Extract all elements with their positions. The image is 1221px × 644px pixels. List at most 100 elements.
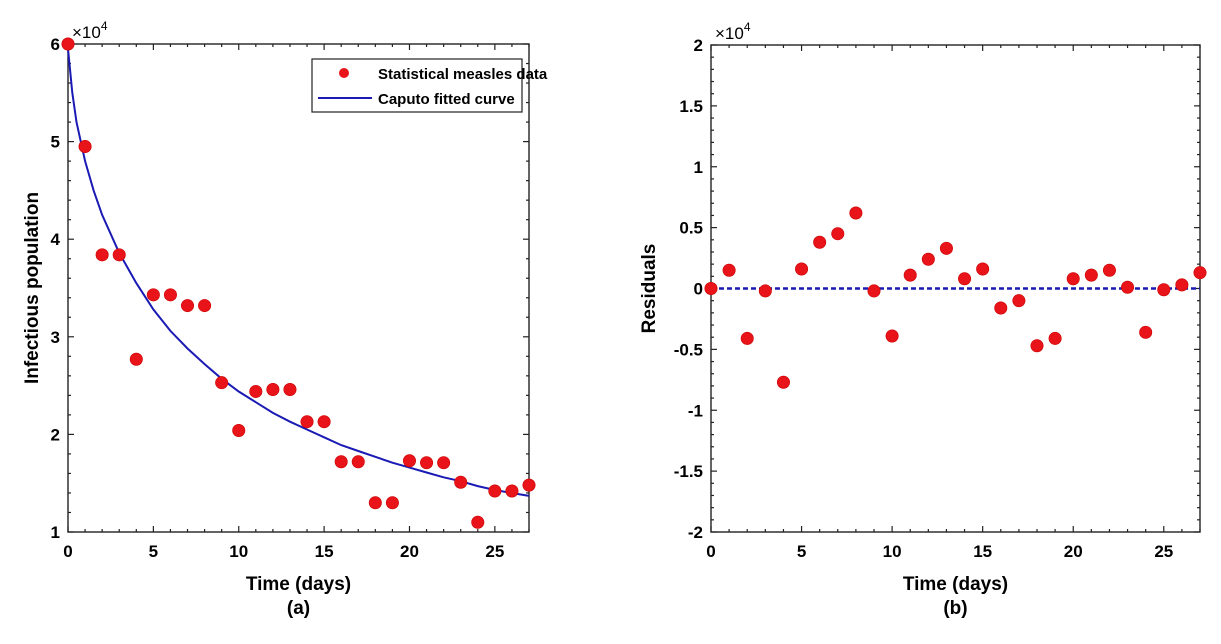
data-point — [420, 456, 434, 470]
data-point — [334, 455, 348, 469]
y-tick-label: 1.5 — [679, 97, 703, 116]
y-tick-label: 5 — [51, 133, 60, 152]
data-point — [885, 329, 899, 343]
data-point — [488, 484, 502, 498]
data-point — [704, 281, 718, 295]
data-point — [740, 331, 754, 345]
panel-b-residuals: 0 5 10 15 20 25 -2 -1.5 -1 -0.5 0 0.5 1 1.5 2 ×104 Ti… — [639, 20, 1207, 619]
data-point — [283, 383, 297, 397]
y-tick-label: 1 — [694, 158, 703, 177]
panel-a-y-axis-title: Infectious population — [22, 192, 43, 384]
data-point — [958, 272, 972, 286]
legend-label-curve: Caputo fitted curve — [378, 91, 515, 108]
data-point — [1084, 268, 1098, 282]
legend-marker-data — [339, 68, 349, 78]
data-point — [1157, 283, 1171, 297]
panel-a-x-tick-labels: 0 5 10 15 20 25 — [63, 542, 504, 561]
panel-a-y-tick-labels: 1 2 3 4 5 6 — [51, 35, 61, 542]
data-point — [317, 415, 331, 429]
data-point — [300, 415, 314, 429]
legend-box — [311, 58, 523, 113]
x-tick-label: 25 — [1154, 542, 1173, 561]
data-point — [1121, 280, 1135, 294]
panel-b-x-axis-title: Time (days) — [903, 574, 1008, 595]
data-point — [1193, 266, 1207, 280]
y-tick-label: 1 — [51, 523, 60, 542]
data-point — [867, 284, 881, 298]
data-point — [112, 248, 126, 262]
y-tick-label: 4 — [51, 230, 61, 249]
data-point — [1030, 339, 1044, 353]
panel-b-y-multiplier-base: ×10 — [715, 24, 744, 43]
panel-a-y-multiplier-exponent: 4 — [101, 19, 108, 33]
data-point — [776, 375, 790, 389]
data-point — [163, 288, 177, 302]
data-point — [215, 376, 229, 390]
panel-a-x-axis-title: Time (days) — [246, 574, 351, 595]
panel-a-label: (a) — [287, 598, 310, 619]
x-tick-label: 0 — [706, 542, 715, 561]
panel-a-y-multiplier: ×104 — [72, 19, 108, 42]
data-point — [146, 288, 160, 302]
data-point — [903, 268, 917, 282]
data-point — [939, 241, 953, 255]
data-point — [454, 475, 468, 489]
panel-b-y-multiplier-exponent: 4 — [744, 20, 751, 34]
y-tick-label: -1 — [688, 401, 703, 420]
caputo-fitted-curve — [67, 48, 530, 497]
x-tick-label: 15 — [315, 542, 334, 561]
x-tick-label: 15 — [973, 542, 992, 561]
data-point — [232, 423, 246, 437]
y-tick-label: 3 — [51, 328, 60, 347]
data-point — [849, 206, 863, 220]
data-point — [795, 262, 809, 276]
data-point — [198, 299, 212, 313]
y-tick-label: 6 — [51, 35, 60, 54]
data-point — [921, 252, 935, 266]
measles-data-points — [61, 37, 536, 529]
panel-a-legend: Statistical measles data Caputo fitted c… — [311, 58, 548, 113]
data-point — [95, 248, 109, 262]
data-point — [758, 284, 772, 298]
data-point — [1175, 278, 1189, 292]
x-tick-label: 10 — [883, 542, 902, 561]
data-point — [61, 37, 75, 51]
panel-b-x-tick-labels: 0 5 10 15 20 25 — [706, 542, 1173, 561]
panel-a-axes-box — [67, 43, 530, 533]
panel-a-ticks — [67, 43, 530, 533]
data-point — [1012, 294, 1026, 308]
data-point — [471, 515, 485, 529]
x-tick-label: 20 — [400, 542, 419, 561]
y-tick-label: 0 — [694, 280, 703, 299]
y-tick-label: 2 — [694, 36, 703, 55]
data-point — [385, 496, 399, 510]
data-point — [994, 301, 1008, 315]
panel-b-y-axis-title: Residuals — [639, 244, 660, 334]
data-point — [181, 299, 195, 313]
panel-b-y-tick-labels: -2 -1.5 -1 -0.5 0 0.5 1 1.5 2 — [674, 36, 703, 542]
data-point — [266, 383, 280, 397]
data-point — [813, 235, 827, 249]
y-tick-label: -1.5 — [674, 462, 703, 481]
x-tick-label: 5 — [797, 542, 806, 561]
data-point — [522, 478, 536, 492]
y-tick-label: -2 — [688, 523, 703, 542]
data-point — [722, 263, 736, 277]
panel-b-y-multiplier: ×104 — [715, 20, 751, 43]
data-point — [351, 455, 365, 469]
x-tick-label: 20 — [1064, 542, 1083, 561]
legend-label-data: Statistical measles data — [378, 66, 548, 83]
panel-b-label: (b) — [943, 598, 967, 619]
data-point — [1102, 263, 1116, 277]
x-tick-label: 10 — [229, 542, 248, 561]
data-point — [129, 352, 143, 366]
data-point — [1048, 331, 1062, 345]
data-point — [1066, 272, 1080, 286]
x-tick-label: 0 — [63, 542, 72, 561]
panel-b-ticks — [710, 44, 1201, 533]
x-tick-label: 5 — [149, 542, 158, 561]
y-tick-label: -0.5 — [674, 340, 703, 359]
data-point — [249, 384, 263, 398]
